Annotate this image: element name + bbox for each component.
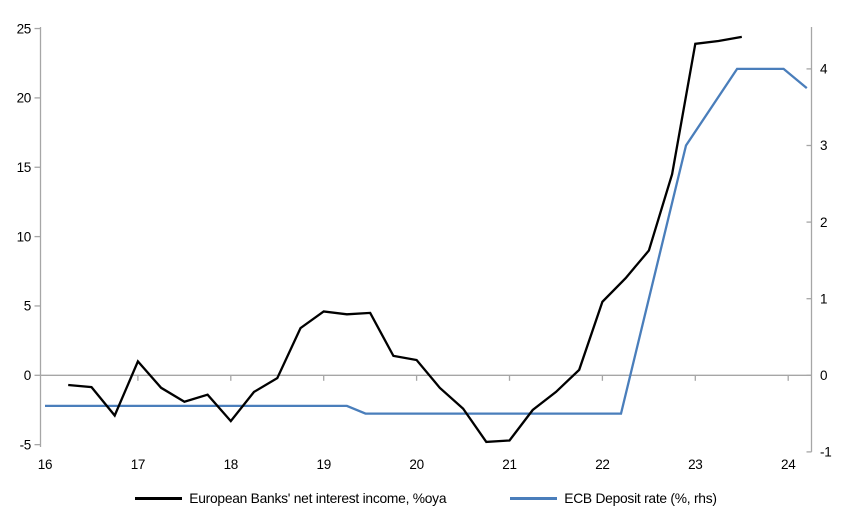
series-line-nii <box>68 35 742 444</box>
y-axis-left-tick-label: 20 <box>17 91 31 106</box>
x-axis-tick-label: 23 <box>688 457 702 472</box>
legend-label-ecb: ECB Deposit rate (%, rhs) <box>564 491 717 506</box>
y-axis-left-tick-label: 0 <box>24 368 31 383</box>
x-axis-tick-label: 16 <box>38 457 52 472</box>
y-axis-right-tick-label: -1 <box>820 445 831 460</box>
x-axis-tick-label: 20 <box>409 457 423 472</box>
y-axis-left-tick-label: 15 <box>17 160 31 175</box>
x-axis-tick-label: 17 <box>131 457 145 472</box>
y-axis-left-tick-label: -5 <box>20 437 31 452</box>
series-lines <box>45 35 808 444</box>
x-axis-tick-label: 22 <box>595 457 609 472</box>
legend-line-swatch-ecb <box>510 497 558 500</box>
legend: European Banks' net interest income, %oy… <box>0 491 852 506</box>
x-axis-tick-label: 18 <box>224 457 238 472</box>
y-axis-left-tick-label: 10 <box>17 229 31 244</box>
y-axis-left-tick-label: 5 <box>24 299 31 314</box>
x-axis-tick-label: 19 <box>316 457 330 472</box>
y-axis-right-tick-label: 2 <box>820 215 827 230</box>
legend-label-nii: European Banks' net interest income, %oy… <box>189 491 447 506</box>
series-line-ecb <box>45 67 808 415</box>
legend-line-swatch-nii <box>135 497 183 500</box>
y-axis-right-tick-label: 4 <box>820 62 828 77</box>
y-axis-right-tick-label: 0 <box>820 368 827 383</box>
axes <box>34 27 813 453</box>
y-axis-left-tick-label: 25 <box>17 21 31 36</box>
y-axis-right-tick-label: 3 <box>820 138 827 153</box>
legend-item-nii: European Banks' net interest income, %oy… <box>135 491 446 506</box>
y-axis-right-tick-label: 1 <box>820 291 827 306</box>
legend-item-ecb: ECB Deposit rate (%, rhs) <box>510 491 717 506</box>
x-axis-tick-label: 21 <box>502 457 516 472</box>
x-axis-tick-label: 24 <box>781 457 796 472</box>
